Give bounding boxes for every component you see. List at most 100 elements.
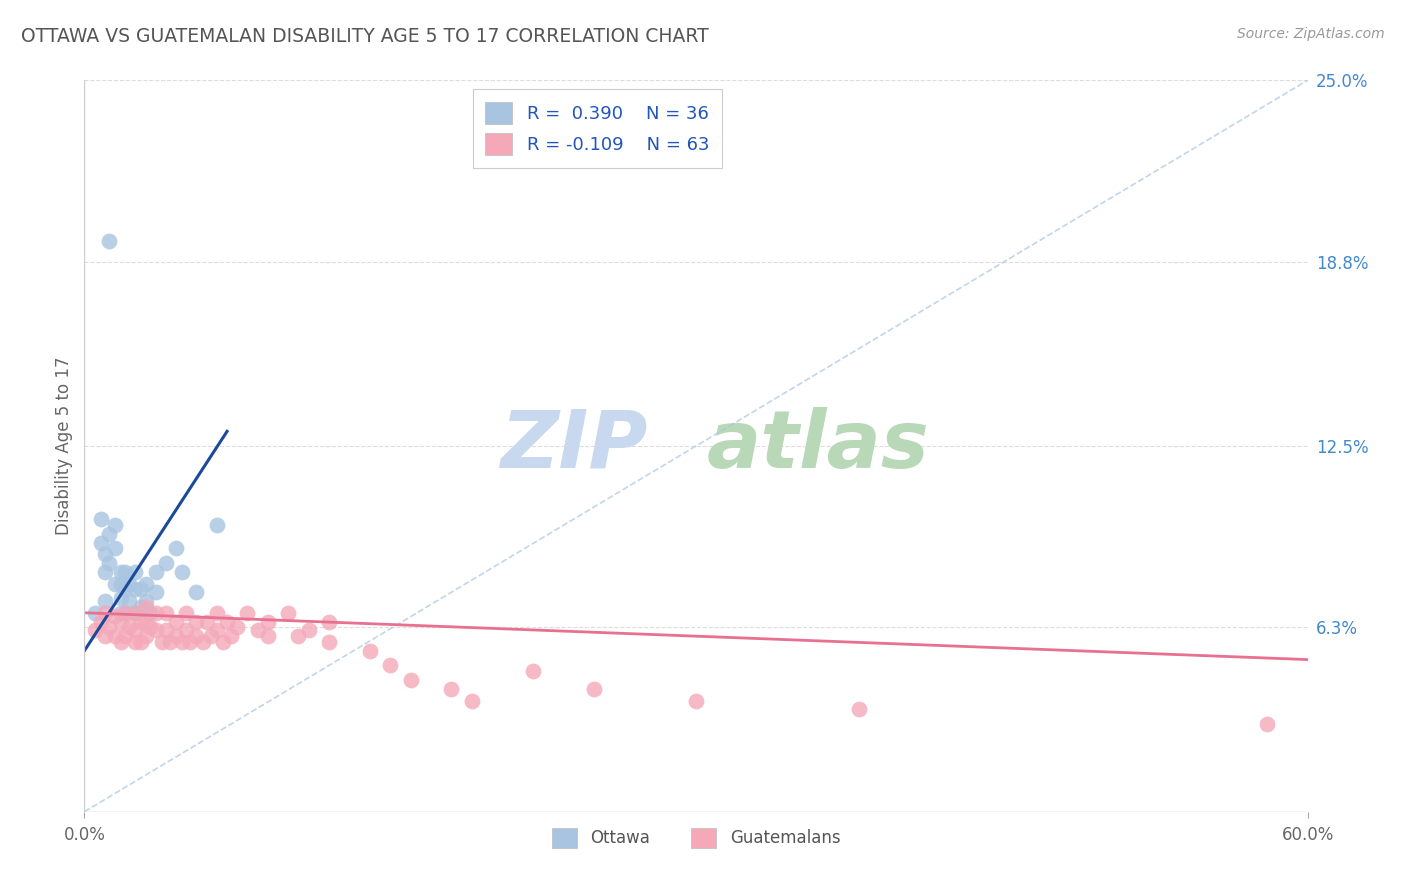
Point (93, 629, 115, 643)
Point (138, 620, 160, 634)
Point (110, 606, 132, 620)
Point (155, 624, 177, 638)
Point (287, 629, 309, 643)
Point (583, 681, 606, 696)
Point (104, 518, 127, 533)
Point (124, 565, 146, 579)
Point (83, 624, 105, 638)
Point (124, 606, 146, 620)
Point (124, 635, 146, 649)
Point (179, 635, 201, 649)
Point (848, 702, 870, 716)
Point (138, 606, 160, 620)
Point (110, 565, 132, 579)
Point (97, 556, 120, 570)
Point (298, 624, 321, 638)
Point (90, 512, 112, 526)
Point (165, 615, 187, 629)
Point (145, 565, 167, 579)
Point (150, 635, 173, 649)
Point (114, 565, 136, 579)
Point (135, 599, 157, 614)
Text: Source: ZipAtlas.com: Source: ZipAtlas.com (1237, 27, 1385, 41)
Point (191, 635, 214, 649)
Point (104, 541, 127, 556)
Point (110, 615, 132, 629)
Point (104, 576, 127, 591)
Point (212, 635, 235, 649)
Point (217, 615, 239, 629)
Point (145, 606, 167, 620)
Point (195, 615, 218, 629)
Point (131, 582, 153, 597)
Point (118, 594, 141, 608)
Point (174, 624, 197, 638)
Point (110, 576, 132, 591)
Point (114, 606, 136, 620)
Point (186, 585, 208, 599)
Point (90, 535, 112, 549)
Text: OTTAWA VS GUATEMALAN DISABILITY AGE 5 TO 17 CORRELATION CHART: OTTAWA VS GUATEMALAN DISABILITY AGE 5 TO… (21, 27, 709, 45)
Point (236, 606, 259, 620)
Y-axis label: Disability Age 5 to 17: Disability Age 5 to 17 (55, 357, 73, 535)
Point (97, 620, 120, 634)
Point (93, 594, 115, 608)
Point (135, 615, 157, 629)
Point (318, 635, 340, 649)
Point (257, 629, 280, 643)
Point (205, 606, 228, 620)
Text: atlas: atlas (707, 407, 929, 485)
Point (90, 615, 112, 629)
Point (118, 620, 141, 634)
Point (522, 665, 544, 679)
Point (97, 526, 120, 541)
Point (165, 541, 187, 556)
Point (124, 606, 146, 620)
Point (277, 606, 299, 620)
Point (257, 615, 280, 629)
Point (246, 624, 269, 638)
Point (83, 606, 105, 620)
Point (104, 608, 127, 623)
Point (200, 629, 222, 643)
Point (186, 615, 208, 629)
Point (359, 644, 381, 658)
Point (145, 624, 167, 638)
Point (219, 629, 242, 643)
Point (318, 615, 340, 629)
Point (155, 556, 177, 570)
Point (440, 681, 463, 696)
Point (135, 576, 157, 591)
Point (97, 234, 120, 248)
Point (110, 635, 132, 649)
Point (172, 635, 194, 649)
Point (131, 615, 153, 629)
Point (135, 594, 157, 608)
Point (110, 591, 132, 606)
Point (205, 518, 228, 533)
Point (1256, 717, 1278, 731)
Point (124, 582, 146, 597)
Point (461, 693, 484, 707)
Point (93, 565, 115, 579)
Point (124, 624, 146, 638)
Point (114, 629, 136, 643)
Point (205, 624, 228, 638)
Text: ZIP: ZIP (501, 407, 647, 485)
Point (172, 565, 194, 579)
Point (380, 658, 402, 673)
Point (174, 606, 197, 620)
Point (104, 629, 127, 643)
Point (226, 620, 249, 634)
Point (131, 599, 153, 614)
Point (93, 547, 115, 561)
Point (165, 629, 187, 643)
Point (155, 606, 177, 620)
Point (114, 606, 136, 620)
Point (685, 693, 707, 707)
Legend: Ottawa, Guatemalans: Ottawa, Guatemalans (546, 821, 846, 855)
Point (186, 629, 208, 643)
Point (118, 576, 141, 591)
Point (93, 606, 115, 620)
Point (145, 585, 167, 599)
